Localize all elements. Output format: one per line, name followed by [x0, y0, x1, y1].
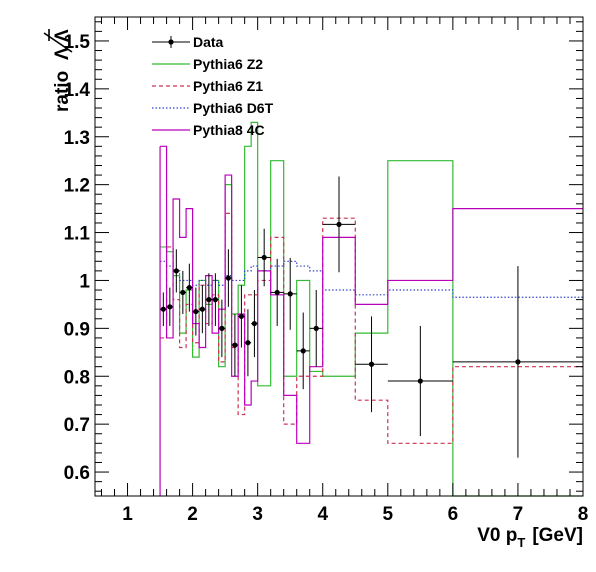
data-point [261, 254, 267, 261]
legend-label: Pythia6 D6T [193, 100, 274, 116]
data-point [186, 285, 192, 291]
data-point [245, 340, 251, 346]
data-point [287, 291, 293, 297]
y-axis-label-text: ratio [52, 71, 73, 112]
data-point [232, 342, 238, 348]
x-tick-label: 5 [383, 504, 394, 525]
legend-label: Pythia8 4C [193, 122, 265, 138]
y-tick-label: 1.2 [64, 176, 90, 197]
y-axis-label-num: Λ [52, 47, 73, 60]
series-pythia8-4c [160, 145, 583, 444]
y-tick-label: 1.3 [64, 128, 90, 149]
x-tick-label: 7 [513, 504, 524, 525]
plot-frame [94, 16, 584, 497]
ticks-layer [95, 17, 584, 496]
y-tick-label: 1.5 [64, 32, 91, 53]
legend: Data Pythia6 Z2 Pythia6 Z1 Pythia6 D6T Pythi… [152, 34, 274, 138]
legend-marker-data-point [168, 39, 174, 45]
series-pythia6-z2 [160, 121, 583, 497]
data-point [238, 313, 244, 319]
legend-label: Pythia6 Z2 [193, 56, 263, 72]
data-point [173, 268, 179, 274]
data-point [206, 297, 212, 303]
x-tick-label: 1 [122, 504, 133, 525]
y-tick-label: 0.8 [64, 367, 90, 388]
data-point [199, 306, 205, 312]
data-point [180, 289, 186, 296]
x-tick-label: 6 [448, 504, 459, 525]
data-point [212, 297, 218, 303]
data-point [417, 378, 423, 384]
x-tick-label: 8 [578, 504, 589, 525]
data-point [336, 221, 342, 228]
legend-label: Data [193, 34, 224, 50]
legend-label: Pythia6 Z1 [193, 78, 263, 94]
x-tick-label: 4 [317, 504, 328, 525]
x-tick-label: 3 [252, 504, 263, 525]
y-tick-label: 1 [79, 271, 90, 292]
data-point [160, 306, 166, 312]
y-tick-label: 1.4 [64, 80, 91, 101]
data-point [251, 320, 258, 327]
data-point [225, 275, 231, 281]
data-point [313, 325, 319, 331]
x-tick-label: 2 [187, 504, 198, 525]
data-point [368, 361, 375, 367]
data-layer [160, 176, 583, 458]
data-point [167, 304, 173, 310]
y-tick-label: 1.1 [64, 224, 91, 245]
data-point [193, 308, 199, 315]
tick-labels-layer: 1 2 3 4 5 6 7 8 0.6 0.7 0.8 0.9 1 1.1 1.2 1.3 1.4 1.5 [64, 32, 589, 525]
y-tick-label: 0.6 [64, 463, 90, 484]
data-point [300, 348, 306, 354]
y-tick-label: 0.9 [64, 319, 90, 340]
data-point [274, 289, 280, 296]
x-axis-label: V0 pT [GeV] [477, 525, 583, 550]
data-point [515, 359, 521, 365]
y-tick-label: 0.7 [64, 415, 90, 436]
data-point [219, 325, 225, 331]
y-axis-label-den: Λ [52, 29, 73, 42]
y-axis-label: ratio Λ Λ [43, 29, 73, 112]
